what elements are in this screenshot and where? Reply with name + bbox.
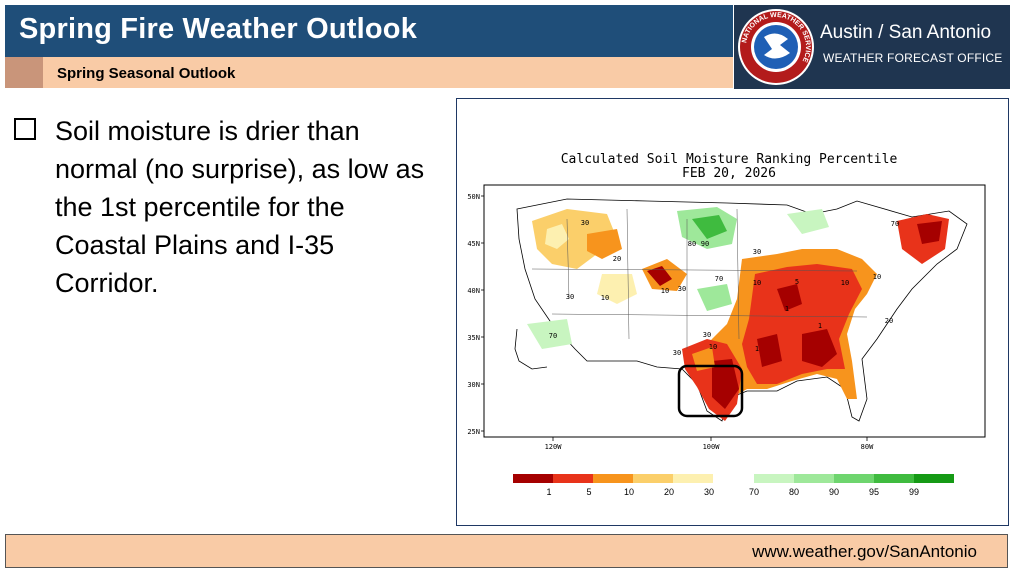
contour-label: 10 [601, 294, 609, 302]
legend-label-wet: 95 [869, 487, 879, 497]
soil-moisture-map: Calculated Soil Moisture Ranking Percent… [456, 98, 1009, 526]
lon-label: 120W [545, 443, 563, 451]
legend-label-dry: 5 [586, 487, 591, 497]
lat-label: 50N [467, 193, 480, 201]
footer-bar: www.weather.gov/SanAntonio [5, 534, 1008, 568]
contour-label: 5 [795, 278, 799, 286]
contour-label: 30 [566, 293, 574, 301]
legend-label-dry: 30 [704, 487, 714, 497]
contour-label: 10 [841, 279, 849, 287]
lat-label: 30N [467, 381, 480, 389]
footer-url[interactable]: www.weather.gov/SanAntonio [752, 542, 977, 561]
bullet-text: Soil moisture is drier than normal (no s… [55, 116, 425, 298]
contour-label: 10 [873, 273, 881, 281]
legend-label-dry: 20 [664, 487, 674, 497]
office-subname: WEATHER FORECAST OFFICE [823, 51, 1003, 65]
zone-10-nw [587, 229, 622, 259]
subtitle-bar: Spring Seasonal Outlook [5, 57, 733, 88]
highlight-box [677, 364, 744, 418]
legend-label-wet: 70 [749, 487, 759, 497]
legend-swatch-wet [794, 474, 834, 483]
legend-label-wet: 90 [829, 487, 839, 497]
contour-label: 70 [549, 332, 557, 340]
zone-95-north [692, 215, 727, 239]
contour-label: 1 [755, 345, 759, 353]
zone-1-southeast [802, 329, 837, 367]
legend-swatch-dry [513, 474, 553, 483]
zone-1-northeast [917, 221, 942, 244]
office-branding: NATIONAL WEATHER SERVICE Austin / San An… [734, 5, 1010, 89]
lat-label: 35N [467, 334, 480, 342]
map-legend: 1 5 10 20 30 70 80 90 95 99 [513, 474, 954, 497]
office-name: Austin / San Antonio [820, 22, 992, 43]
nws-logo-icon: NATIONAL WEATHER SERVICE [738, 9, 814, 85]
legend-swatch-dry [593, 474, 633, 483]
lon-label: 100W [703, 443, 721, 451]
map-date: FEB 20, 2026 [682, 166, 776, 181]
lon-label: 80W [861, 443, 874, 451]
contour-label: 30 [703, 331, 711, 339]
page-title: Spring Fire Weather Outlook [19, 13, 418, 45]
contour-label: 30 [753, 248, 761, 256]
latitude-labels: 50N 45N 40N 35N 30N 25N [467, 193, 484, 436]
zone-30-west [597, 274, 637, 304]
contour-labels: 30 20 10 30 10 30 80 90 70 10 5 10 10 20 1 1 30 30 10 70 30 7… [549, 219, 899, 357]
contour-label: 30 [673, 349, 681, 357]
contour-label: 30 [581, 219, 589, 227]
zone-1-south [757, 334, 782, 367]
zone-70-greatlakes [787, 209, 829, 234]
contour-label: 20 [613, 255, 621, 263]
contour-label: 70 [891, 220, 899, 228]
contour-label: 80 [688, 240, 696, 248]
contour-label: 30 [678, 285, 686, 293]
lat-label: 45N [467, 240, 480, 248]
zone-1-texas [712, 359, 739, 409]
legend-swatch-wet [914, 474, 954, 483]
contour-label: 10 [753, 279, 761, 287]
legend-swatch-dry [673, 474, 713, 483]
legend-label-dry: 10 [624, 487, 634, 497]
zone-1-ohio [777, 284, 802, 311]
title-bar: Spring Fire Weather Outlook [5, 5, 733, 57]
legend-swatch-wet [754, 474, 794, 483]
legend-label-wet: 80 [789, 487, 799, 497]
page-subtitle: Spring Seasonal Outlook [57, 65, 236, 82]
subtitle-accent [5, 57, 43, 88]
map-canvas: Calculated Soil Moisture Ranking Percent… [467, 152, 986, 497]
contour-label: 70 [715, 275, 723, 283]
lat-label: 25N [467, 428, 480, 436]
legend-label-wet: 99 [909, 487, 919, 497]
legend-swatch-dry [553, 474, 593, 483]
map-title: Calculated Soil Moisture Ranking Percent… [561, 152, 898, 167]
legend-swatch-wet [834, 474, 874, 483]
west-coast-line [514, 328, 548, 370]
contour-label: 10 [661, 287, 669, 295]
zone-30-nw [545, 224, 569, 249]
legend-swatch-dry [633, 474, 673, 483]
contour-label: 20 [885, 317, 893, 325]
legend-swatch-wet [874, 474, 914, 483]
contour-label: 1 [818, 322, 822, 330]
map-plot-area [483, 184, 986, 438]
contour-label: 90 [701, 240, 709, 248]
bullet-checkbox-icon [14, 118, 36, 140]
zone-70-sw [527, 319, 572, 349]
contour-label: 1 [785, 305, 789, 313]
legend-label-dry: 1 [546, 487, 551, 497]
contour-label: 10 [709, 343, 717, 351]
zone-80-plains [697, 284, 732, 311]
zone-1-west [647, 266, 672, 286]
lat-label: 40N [467, 287, 480, 295]
longitude-labels: 120W 100W 80W [545, 437, 874, 451]
